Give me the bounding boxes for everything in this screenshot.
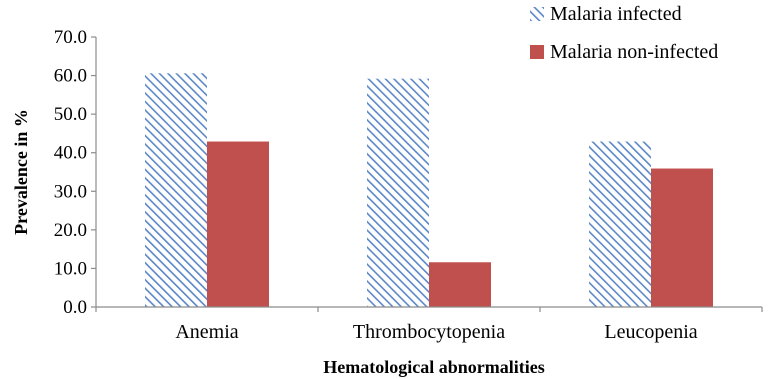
bars [145,73,713,308]
y-tick-label: 10.0 [54,258,87,279]
bar-infected-thrombocytopenia [367,78,429,308]
bar-non-infected-leucopenia [651,168,713,307]
y-tick-label: 0.0 [63,297,87,318]
legend-label-non-infected: Malaria non-infected [550,41,718,63]
y-tick-label: 50.0 [54,104,87,125]
bar-infected-leucopenia [589,141,651,307]
x-axis-title: Hematological abnormalities [323,357,544,377]
x-axis-labels: Anemia Thrombocytopenia Leucopenia [95,307,763,343]
legend-swatch-infected [530,7,544,21]
category-label: Thrombocytopenia [353,321,505,343]
category-label: Leucopenia [604,321,697,343]
y-axis-ticks: 0.0 10.0 20.0 30.0 40.0 50.0 60.0 70.0 [54,27,96,318]
category-label: Anemia [175,321,238,343]
bar-infected-anemia [145,73,207,307]
y-tick-label: 20.0 [54,220,87,241]
legend: Malaria infected Malaria non-infected [530,3,718,63]
y-tick-label: 30.0 [54,181,87,202]
bar-non-infected-anemia [207,141,269,307]
legend-label-infected: Malaria infected [550,3,682,25]
y-tick-label: 40.0 [54,143,87,164]
bar-non-infected-thrombocytopenia [429,262,491,307]
legend-swatch-non-infected [530,45,544,59]
y-tick-label: 70.0 [54,27,87,48]
y-axis-title: Prevalence in % [11,109,31,235]
y-tick-label: 60.0 [54,66,87,87]
